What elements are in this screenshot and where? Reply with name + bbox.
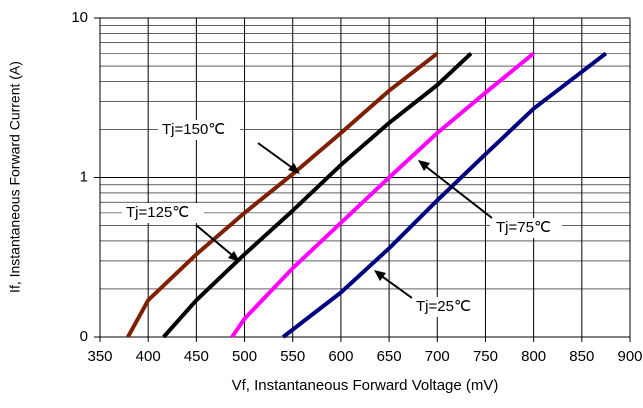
annotations: Tj=150℃ Tj=125℃ Tj=75℃ Tj=25℃: [122, 120, 562, 317]
x-tick-label: 650: [377, 348, 402, 365]
arrow-head: [228, 251, 240, 262]
x-tick-label: 400: [136, 348, 161, 365]
label-bg: [410, 297, 482, 317]
x-tick-label: 800: [521, 348, 546, 365]
series-line: [230, 51, 535, 339]
x-axis-title: Vf, Instantaneous Forward Voltage (mV): [232, 377, 499, 394]
arrow: [419, 161, 493, 219]
y-tick-label: 10: [71, 9, 88, 26]
arrow-head: [288, 163, 300, 174]
label-bg: [158, 120, 240, 140]
arrow: [195, 224, 239, 261]
x-tick-label: 700: [425, 348, 450, 365]
series-label: Tj=125℃: [126, 204, 189, 221]
x-tick-label: 450: [184, 348, 209, 365]
series-label: Tj=150℃: [162, 121, 225, 138]
arrow-head: [418, 160, 430, 171]
y-axis-title: If, Instantaneous Forward Current (A): [7, 61, 23, 293]
label-bg: [122, 203, 204, 223]
y-tick-label: 1: [80, 168, 88, 185]
label-bg: [490, 218, 562, 238]
arrow-head: [374, 270, 386, 281]
series-line: [126, 51, 439, 338]
grid: [94, 17, 631, 342]
series-line: [162, 51, 473, 339]
series-label: Tj=75℃: [496, 219, 551, 236]
x-tick-label: 550: [280, 348, 305, 365]
x-tick-label: 900: [617, 348, 642, 365]
x-tick-label: 600: [328, 348, 353, 365]
x-tick-label: 850: [569, 348, 594, 365]
y-tick-label: 0: [80, 328, 88, 345]
x-tick-label: 750: [473, 348, 498, 365]
x-tick-label: 500: [232, 348, 257, 365]
series-label: Tj=25℃: [416, 298, 471, 315]
series-line: [281, 51, 608, 339]
x-tick-label: 350: [87, 348, 112, 365]
curves: [126, 51, 608, 339]
